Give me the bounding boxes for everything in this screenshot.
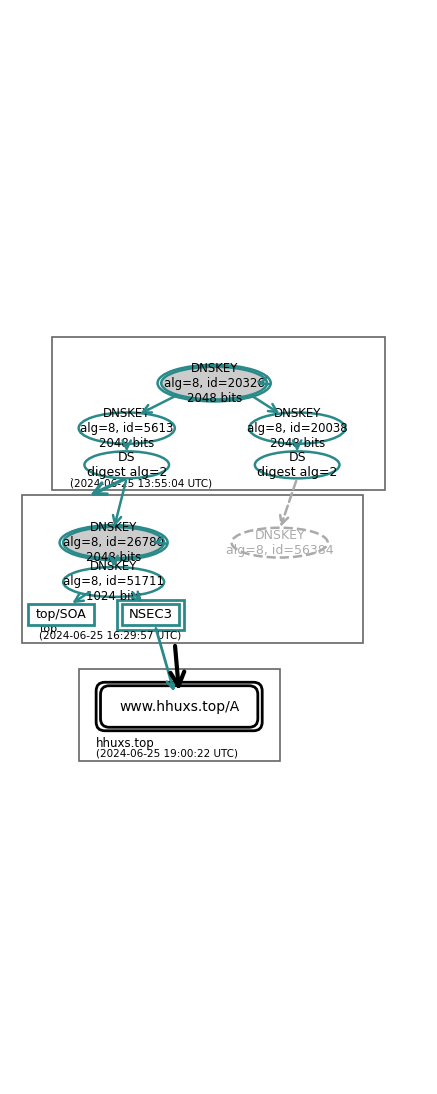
Text: top/SOA: top/SOA xyxy=(36,608,87,621)
Text: www.hhuxs.top/A: www.hhuxs.top/A xyxy=(119,699,239,713)
Text: DNSKEY
alg=8, id=26780
2048 bits: DNSKEY alg=8, id=26780 2048 bits xyxy=(63,521,164,565)
FancyBboxPatch shape xyxy=(52,337,385,490)
Text: DNSKEY
alg=8, id=20326
2048 bits: DNSKEY alg=8, id=20326 2048 bits xyxy=(164,362,264,405)
Text: (2024-06-25 19:00:22 UTC): (2024-06-25 19:00:22 UTC) xyxy=(96,749,238,759)
Text: hhuxs.top: hhuxs.top xyxy=(96,737,155,750)
Ellipse shape xyxy=(249,412,345,444)
Text: DS
digest alg=2: DS digest alg=2 xyxy=(257,451,337,479)
Text: .: . xyxy=(70,472,73,481)
Ellipse shape xyxy=(255,452,340,478)
Text: DNSKEY
alg=8, id=56384: DNSKEY alg=8, id=56384 xyxy=(226,528,333,557)
Text: DNSKEY
alg=8, id=5613
2048 bits: DNSKEY alg=8, id=5613 2048 bits xyxy=(80,407,173,450)
Text: NSEC3: NSEC3 xyxy=(129,608,173,621)
Text: (2024-06-25 13:55:04 UTC): (2024-06-25 13:55:04 UTC) xyxy=(70,478,212,488)
Text: top: top xyxy=(39,625,57,635)
Ellipse shape xyxy=(63,527,164,558)
Ellipse shape xyxy=(232,527,328,558)
Text: DS
digest alg=2: DS digest alg=2 xyxy=(87,451,167,479)
Ellipse shape xyxy=(63,567,164,597)
Ellipse shape xyxy=(84,452,169,478)
FancyArrowPatch shape xyxy=(155,536,166,544)
FancyBboxPatch shape xyxy=(28,604,94,626)
Text: DNSKEY
alg=8, id=20038
2048 bits: DNSKEY alg=8, id=20038 2048 bits xyxy=(247,407,347,450)
Ellipse shape xyxy=(161,366,267,399)
FancyBboxPatch shape xyxy=(122,604,179,626)
FancyArrowPatch shape xyxy=(258,376,270,384)
FancyBboxPatch shape xyxy=(79,670,280,761)
Ellipse shape xyxy=(79,412,175,444)
Text: DNSKEY
alg=8, id=51711
1024 bits: DNSKEY alg=8, id=51711 1024 bits xyxy=(63,560,164,604)
FancyBboxPatch shape xyxy=(22,494,363,643)
Text: (2024-06-25 16:29:57 UTC): (2024-06-25 16:29:57 UTC) xyxy=(39,631,182,641)
FancyBboxPatch shape xyxy=(101,686,258,728)
